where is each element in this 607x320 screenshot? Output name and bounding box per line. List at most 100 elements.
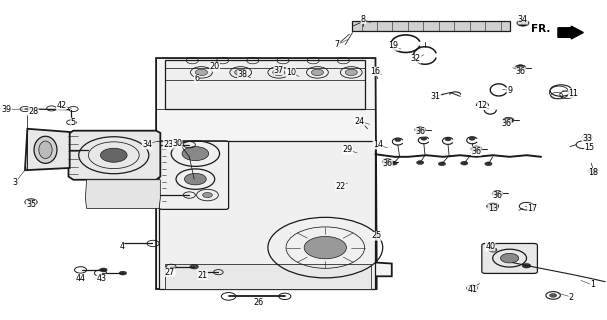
Bar bbox=[165, 60, 365, 109]
Text: 28: 28 bbox=[29, 107, 38, 116]
Ellipse shape bbox=[34, 136, 57, 163]
Text: 41: 41 bbox=[467, 285, 477, 294]
Circle shape bbox=[438, 162, 446, 166]
Circle shape bbox=[190, 265, 198, 269]
Circle shape bbox=[395, 138, 401, 141]
Text: 26: 26 bbox=[254, 298, 264, 307]
Text: 44: 44 bbox=[75, 274, 86, 283]
Text: 38: 38 bbox=[237, 70, 248, 79]
Text: 23: 23 bbox=[163, 140, 173, 149]
Text: 36: 36 bbox=[501, 119, 512, 128]
Text: 8: 8 bbox=[361, 15, 366, 24]
Circle shape bbox=[588, 169, 598, 174]
Bar bbox=[159, 141, 376, 289]
Text: 4: 4 bbox=[119, 242, 124, 251]
Circle shape bbox=[195, 69, 208, 76]
Text: 9: 9 bbox=[507, 86, 512, 95]
Text: 31: 31 bbox=[431, 92, 441, 101]
Text: 16: 16 bbox=[370, 67, 381, 76]
Circle shape bbox=[501, 253, 518, 263]
Circle shape bbox=[382, 159, 393, 164]
Circle shape bbox=[185, 173, 206, 185]
Text: 34: 34 bbox=[518, 15, 528, 24]
Circle shape bbox=[415, 127, 426, 132]
Circle shape bbox=[203, 193, 212, 197]
Circle shape bbox=[304, 236, 347, 259]
Text: 11: 11 bbox=[568, 89, 578, 98]
Text: 17: 17 bbox=[527, 204, 538, 213]
Text: 40: 40 bbox=[485, 242, 495, 251]
Text: 43: 43 bbox=[97, 274, 107, 283]
Circle shape bbox=[489, 248, 497, 252]
Circle shape bbox=[345, 69, 358, 76]
Circle shape bbox=[235, 69, 246, 76]
Text: 24: 24 bbox=[354, 116, 365, 126]
Circle shape bbox=[416, 161, 424, 164]
Text: 7: 7 bbox=[335, 40, 340, 49]
Circle shape bbox=[471, 146, 482, 152]
Text: 34: 34 bbox=[142, 140, 152, 149]
Text: 35: 35 bbox=[26, 200, 36, 209]
Text: 10: 10 bbox=[286, 68, 296, 77]
Polygon shape bbox=[156, 58, 392, 289]
Text: 37: 37 bbox=[274, 66, 284, 75]
Circle shape bbox=[515, 65, 526, 70]
Circle shape bbox=[273, 69, 285, 76]
Circle shape bbox=[119, 271, 126, 275]
FancyBboxPatch shape bbox=[482, 244, 537, 273]
Text: 14: 14 bbox=[373, 140, 383, 149]
Circle shape bbox=[101, 148, 127, 162]
Text: 36: 36 bbox=[415, 127, 425, 136]
Text: 20: 20 bbox=[209, 62, 220, 71]
Text: 15: 15 bbox=[585, 143, 594, 152]
Circle shape bbox=[487, 203, 499, 209]
Text: 27: 27 bbox=[165, 268, 175, 277]
Circle shape bbox=[549, 293, 557, 297]
Text: 25: 25 bbox=[371, 231, 382, 240]
Text: 29: 29 bbox=[342, 145, 353, 154]
Polygon shape bbox=[86, 180, 160, 208]
Text: 30: 30 bbox=[172, 139, 182, 148]
Text: 2: 2 bbox=[569, 292, 574, 301]
Text: 22: 22 bbox=[335, 182, 345, 191]
Text: 3: 3 bbox=[13, 178, 18, 187]
Circle shape bbox=[311, 69, 324, 76]
Text: 36: 36 bbox=[492, 191, 503, 200]
Circle shape bbox=[390, 161, 397, 165]
Text: 12: 12 bbox=[477, 101, 487, 110]
Text: 36: 36 bbox=[472, 147, 481, 156]
Circle shape bbox=[182, 147, 209, 161]
Text: 21: 21 bbox=[197, 271, 208, 280]
Text: 33: 33 bbox=[582, 134, 592, 143]
Text: 39: 39 bbox=[2, 105, 12, 114]
Circle shape bbox=[28, 200, 34, 204]
Circle shape bbox=[517, 20, 529, 26]
Polygon shape bbox=[69, 131, 160, 180]
Circle shape bbox=[445, 138, 451, 141]
Circle shape bbox=[522, 264, 531, 268]
Circle shape bbox=[421, 137, 427, 140]
Bar bbox=[353, 21, 510, 31]
Text: 13: 13 bbox=[487, 204, 498, 213]
Text: 6: 6 bbox=[194, 74, 199, 83]
Circle shape bbox=[461, 161, 468, 165]
Text: FR.: FR. bbox=[531, 24, 551, 34]
Polygon shape bbox=[25, 129, 70, 170]
Text: 1: 1 bbox=[590, 280, 595, 289]
FancyBboxPatch shape bbox=[159, 141, 229, 209]
Ellipse shape bbox=[39, 141, 52, 159]
Bar bbox=[165, 264, 371, 289]
Text: 5: 5 bbox=[71, 118, 76, 127]
Text: 32: 32 bbox=[411, 54, 421, 63]
Circle shape bbox=[100, 268, 107, 272]
Circle shape bbox=[492, 191, 503, 196]
Text: 36: 36 bbox=[515, 67, 526, 76]
Circle shape bbox=[503, 117, 514, 123]
Circle shape bbox=[469, 137, 475, 140]
Text: 42: 42 bbox=[56, 101, 66, 110]
Text: 36: 36 bbox=[382, 159, 393, 168]
Text: 18: 18 bbox=[588, 168, 598, 177]
FancyArrow shape bbox=[558, 26, 583, 39]
Circle shape bbox=[485, 162, 492, 166]
Circle shape bbox=[585, 136, 589, 138]
